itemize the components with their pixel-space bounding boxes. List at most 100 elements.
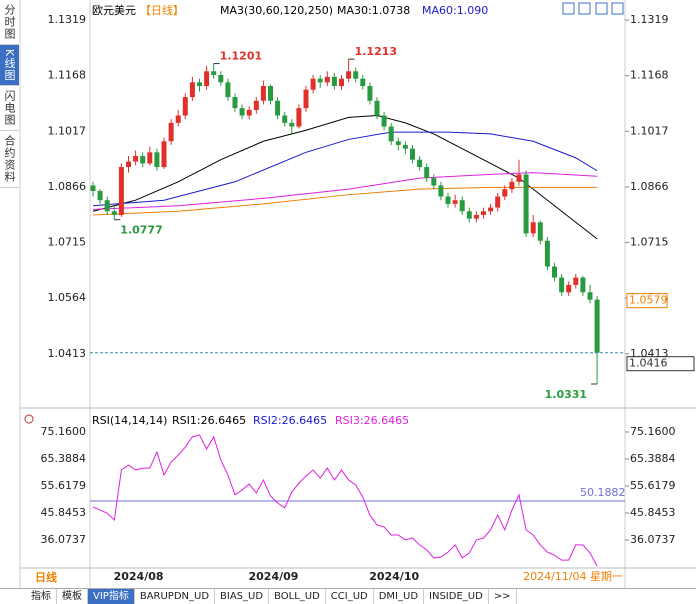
candle-body xyxy=(317,78,323,83)
y-tick-label: 1.1017 xyxy=(48,124,87,137)
candle-body xyxy=(211,71,217,75)
indicator-tab[interactable]: >> xyxy=(489,589,517,604)
candle-body xyxy=(459,200,465,212)
candle-body xyxy=(353,71,359,79)
settings-icon[interactable] xyxy=(24,414,34,424)
candle-body xyxy=(97,191,103,201)
icon[interactable] xyxy=(611,2,624,15)
candle-body xyxy=(147,152,153,164)
candle-body xyxy=(367,86,373,101)
indicator-tab[interactable]: INSIDE_UD xyxy=(424,589,489,604)
candle-body xyxy=(197,82,202,87)
candle-body xyxy=(289,122,295,127)
indicator-tab[interactable]: VIP指标 xyxy=(88,589,135,604)
icon[interactable] xyxy=(595,2,608,15)
rsi-line xyxy=(92,434,598,567)
y-tick-label: 75.1600 xyxy=(630,425,676,438)
candle-body xyxy=(473,214,479,219)
candle-body xyxy=(189,82,195,98)
candle-body xyxy=(537,222,543,241)
sidebar-tab[interactable]: 闪电图 xyxy=(0,86,19,132)
legend-item: MA30:1.0738 xyxy=(337,4,410,17)
candle-body xyxy=(388,126,394,142)
sidebar: 分时图 K线图 闪电图 合约资料 xyxy=(0,0,20,189)
candle-body xyxy=(133,156,139,162)
candle-body xyxy=(268,86,273,101)
candle-body xyxy=(594,299,600,353)
indicator-tab[interactable]: 指标 xyxy=(26,589,57,604)
annotation: 1.0777 xyxy=(120,224,162,237)
y-tick-label: 36.0737 xyxy=(630,533,676,546)
period-label[interactable]: 日线 xyxy=(35,570,57,584)
annotation: 1.1213 xyxy=(355,45,397,58)
candle-body xyxy=(161,141,167,168)
x-tick-label: 2024/10 xyxy=(369,570,419,583)
candle-body xyxy=(395,141,401,145)
indicator-tab[interactable]: 模板 xyxy=(57,589,88,604)
indicator-tab[interactable]: CCI_UD xyxy=(326,589,374,604)
y-tick-label: 55.6179 xyxy=(41,479,87,492)
y-tick-label: 75.1600 xyxy=(41,425,87,438)
candle-body xyxy=(204,71,210,87)
indicator-tab[interactable]: BARUPDN_UD xyxy=(135,589,216,604)
candle-body xyxy=(495,196,501,208)
candle-body xyxy=(566,284,572,293)
period: 【日线】 xyxy=(140,3,184,17)
candle-body xyxy=(331,76,337,87)
ma-line xyxy=(92,114,598,240)
y-tick-label: 36.0737 xyxy=(41,533,87,546)
candle-body xyxy=(559,277,565,293)
candle-body xyxy=(417,159,423,168)
y-tick-label: 1.0715 xyxy=(48,236,87,249)
x-tick-label: 2024/09 xyxy=(249,570,299,583)
legend-item: RSI1:26.6465 xyxy=(172,414,246,427)
candle-body xyxy=(346,71,352,79)
candle-body xyxy=(523,174,529,234)
x-tick-label: 2024/08 xyxy=(114,570,164,583)
candle-body xyxy=(438,185,444,197)
candle-body xyxy=(509,181,515,190)
candle-body xyxy=(502,189,508,197)
price-tag-label: 1.0579 xyxy=(629,294,668,307)
price-tag-label: 1.0416 xyxy=(629,357,668,370)
annotation: 1.0331 xyxy=(545,388,587,401)
candle-body xyxy=(282,115,288,123)
y-tick-label: 45.8453 xyxy=(630,506,676,519)
icon[interactable] xyxy=(562,2,575,15)
sidebar-tab[interactable]: 分时图 xyxy=(0,0,19,45)
indicator-tab[interactable]: DMI_UD xyxy=(374,589,425,604)
indicator-tab[interactable]: BOLL_UD xyxy=(269,589,326,604)
candle-body xyxy=(104,200,110,212)
candle-body xyxy=(296,108,302,127)
candle-body xyxy=(218,74,224,83)
y-tick-label: 1.0866 xyxy=(630,180,669,193)
x-tick-label: 2024/11/04 星期一 xyxy=(523,570,623,583)
candle-body xyxy=(175,115,181,123)
candle-body xyxy=(154,152,160,168)
y-tick-label: 1.1168 xyxy=(630,69,669,82)
candle-body xyxy=(118,167,124,215)
candle-body xyxy=(310,78,316,90)
candle-body xyxy=(168,122,174,142)
candle-body xyxy=(466,211,472,219)
candle-body xyxy=(445,196,451,204)
y-tick-label: 45.8453 xyxy=(41,506,87,519)
sidebar-tab[interactable]: K线图 xyxy=(0,45,19,87)
reference-label: 50.1882 xyxy=(580,486,626,499)
y-tick-label: 1.1319 xyxy=(48,13,87,26)
candle-body xyxy=(580,277,586,293)
candle-body xyxy=(410,148,415,160)
sidebar-tab[interactable]: 合约资料 xyxy=(0,131,19,189)
legend-item: MA3(30,60,120,250) xyxy=(220,4,333,17)
chart-title: RSI(14,14,14) xyxy=(92,414,167,427)
indicator-tab[interactable]: BIAS_UD xyxy=(215,589,270,604)
y-tick-label: 1.0866 xyxy=(48,180,87,193)
toolbar-icons[interactable] xyxy=(562,2,624,15)
price-tag xyxy=(626,293,668,309)
chart: 日线 1.04131.04131.05641.05641.07151.07151… xyxy=(19,0,696,588)
price-tag xyxy=(626,356,695,372)
icon[interactable] xyxy=(578,2,591,15)
candle-body xyxy=(253,100,259,110)
y-tick-label: 1.1168 xyxy=(48,69,87,82)
